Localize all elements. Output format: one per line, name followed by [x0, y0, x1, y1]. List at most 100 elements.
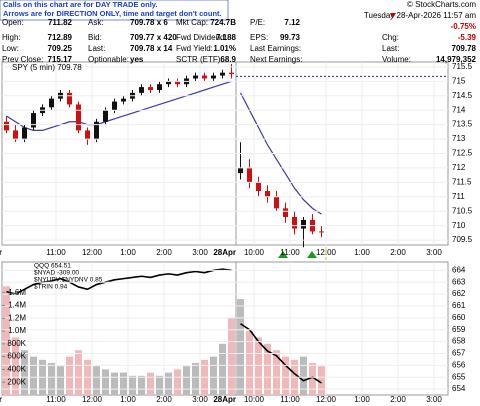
volume-bar: [12, 337, 19, 395]
legend: QQQ 654.51: [34, 263, 71, 270]
copyright: © StockCharts.com: [407, 0, 476, 9]
header-label: Bid:: [88, 33, 102, 42]
header-label: Last Earnings:: [250, 44, 301, 53]
volume-bar: [120, 372, 127, 395]
header-label: Fwd Dividend:: [176, 33, 227, 42]
header-value: 99.73: [280, 33, 301, 42]
volume-bar: [237, 299, 244, 395]
volume-bar: [57, 366, 64, 395]
candle-body: [31, 113, 36, 128]
x-tick-label: 27Apr: [0, 395, 2, 404]
qqq-line: [240, 323, 322, 384]
candle-body: [4, 121, 9, 131]
x-tick-label: 2:00: [390, 248, 406, 257]
y-tick-label: 662: [452, 289, 466, 298]
candle-body: [121, 98, 126, 102]
y-tick-label: 714: [452, 105, 466, 114]
volume-bar: [66, 356, 73, 395]
volume-bar: [102, 369, 109, 395]
candle-body: [148, 87, 153, 90]
y-tick-label: 715: [452, 76, 466, 85]
volume-bar: [21, 350, 28, 395]
y-tick-label: 712: [452, 163, 466, 172]
volume-bar: [30, 356, 37, 395]
vol-tick-label: 600K: [7, 352, 26, 361]
volume-bar: [156, 375, 163, 395]
volume-bar: [174, 369, 181, 395]
y-tick-label: 655: [452, 372, 466, 381]
y-tick-label: 664: [452, 265, 466, 274]
header-label: High:: [2, 33, 21, 42]
x-tick-label: 12:00: [316, 248, 337, 257]
y-tick-label: 660: [452, 313, 466, 322]
volume-bar: [75, 350, 82, 395]
quote-value: 709.78: [452, 44, 477, 53]
header-label: Last:: [88, 44, 105, 53]
header-value: yes: [130, 55, 144, 64]
quote-label: Chg:: [382, 33, 399, 42]
header-value: 711.82: [48, 18, 73, 27]
candle-body: [76, 104, 81, 131]
volume-bar: [129, 375, 136, 395]
x-tick-label: 3:00: [192, 248, 208, 257]
vol-tick-label: 400K: [7, 365, 26, 374]
x-tick-label: 10:00: [244, 395, 265, 404]
header-label: Fwd Yield:: [176, 44, 213, 53]
x-tick-label: 2:00: [156, 395, 172, 404]
volume-bar: [282, 356, 289, 395]
header-value: 68.9: [220, 55, 236, 64]
candle-body: [94, 121, 99, 140]
candle-body: [319, 231, 324, 233]
header-label: Ask:: [88, 18, 104, 27]
candle-body: [157, 84, 162, 90]
candle-body: [103, 110, 108, 122]
candle-body: [67, 92, 72, 105]
header-value: 712.89: [48, 33, 73, 42]
x-tick-label: 3:00: [426, 248, 442, 257]
x-tick-label: 28Apr: [213, 395, 236, 404]
candle-body: [202, 75, 207, 79]
vol-tick-label: 1.0M: [8, 326, 26, 335]
moving-average: [239, 92, 322, 215]
x-tick-label: 1:00: [354, 395, 370, 404]
header-value: 715.17: [48, 55, 73, 64]
vol-tick-label: 1.2M: [8, 313, 26, 322]
x-tick-label: 2:00: [390, 395, 406, 404]
candle-body: [274, 196, 279, 209]
volume-bar: [228, 318, 235, 395]
y-tick-label: 710: [452, 221, 466, 230]
x-tick-label: 1:00: [120, 248, 136, 257]
y-tick-label: 659: [452, 325, 466, 334]
x-tick-label: 11:00: [46, 395, 66, 404]
header-value: 7.12: [284, 18, 300, 27]
header-value: 709.78 x 14: [130, 44, 173, 53]
header-label: Low:: [2, 44, 19, 53]
candle-body: [13, 130, 18, 140]
vol-tick-label: 200K: [7, 377, 26, 386]
volume-bar: [246, 331, 253, 395]
x-tick-label: 28Apr: [213, 248, 236, 257]
y-tick-label: 654: [452, 384, 466, 393]
volume-bar: [3, 286, 10, 395]
legend: $NYAD -309.00: [34, 270, 79, 277]
candle-body: [139, 87, 144, 93]
y-tick-label: 657: [452, 349, 466, 358]
legend: $NYUPV:$NYDNV 0.85: [34, 277, 103, 284]
direction-arrows: [278, 251, 317, 258]
header-value: 1.01%: [213, 44, 236, 53]
header-value: 709.25: [48, 44, 73, 53]
x-tick-label: 2:00: [156, 248, 172, 257]
x-tick-label: 3:00: [426, 395, 442, 404]
volume-bar: [93, 366, 100, 395]
notice-box: [0, 0, 229, 21]
notice: Arrows are for DIRECTION ONLY, time and …: [3, 9, 222, 18]
x-tick-label: 11:00: [280, 248, 300, 257]
x-tick-label: 11:00: [280, 395, 300, 404]
candle-body: [247, 167, 252, 183]
x-tick-label: 12:00: [316, 395, 337, 404]
y-tick-label: 713.5: [452, 120, 473, 129]
header-label: Mkt Cap:: [176, 18, 208, 27]
x-tick-label: 10:00: [244, 248, 265, 257]
volume-bar: [138, 375, 145, 395]
